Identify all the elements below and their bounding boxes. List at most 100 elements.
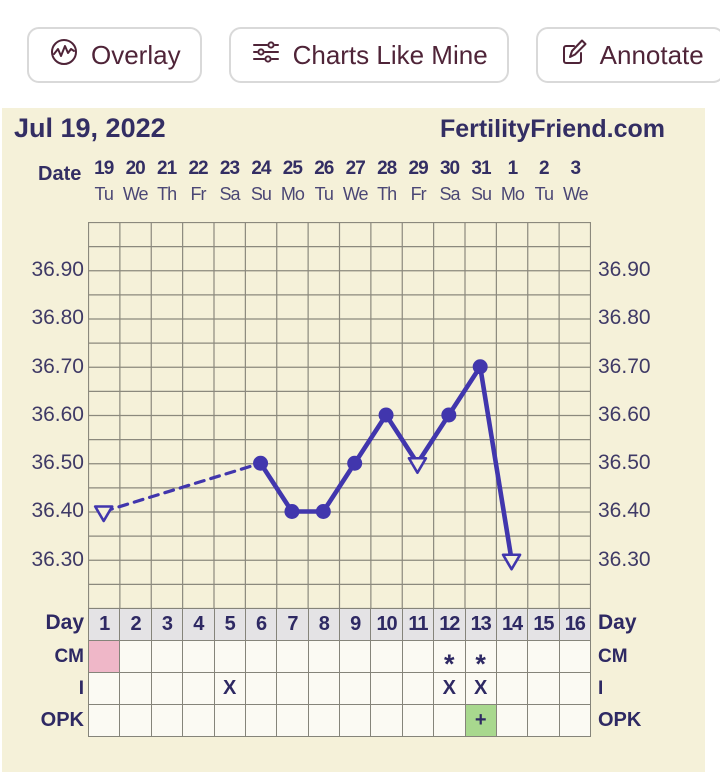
overlay-button-label: Overlay — [91, 39, 181, 70]
cm-cell — [151, 641, 184, 673]
intercourse-cell — [371, 673, 403, 705]
day-row-label-left: Day — [45, 611, 84, 634]
day-number-cell: 3 — [151, 609, 184, 641]
y-axis-label-left: 36.70 — [31, 355, 84, 378]
overlay-button[interactable]: Overlay — [27, 27, 202, 83]
day-number-cell: 6 — [245, 609, 278, 641]
intercourse-cell — [340, 673, 372, 705]
day-number-cell: 11 — [402, 609, 435, 641]
chart-panel: Jul 19, 2022 FertilityFriend.com Date 19… — [2, 108, 705, 772]
y-axis-label-right: 36.70 — [598, 355, 651, 378]
y-axis-label-left: 36.30 — [31, 548, 84, 571]
opk-cell — [402, 705, 435, 737]
cycle-start-date: Jul 19, 2022 — [14, 113, 166, 143]
cm-cell — [120, 641, 152, 673]
intercourse-cell — [183, 673, 215, 705]
toolbar: Overlay Charts Like Mine — [27, 27, 720, 83]
cm-cell — [496, 641, 529, 673]
intercourse-cell — [528, 673, 560, 705]
intercourse-cell — [496, 673, 529, 705]
day-number-cell: 5 — [214, 609, 246, 641]
intercourse-cell — [402, 673, 435, 705]
intercourse-cell — [151, 673, 184, 705]
brand-text: FertilityFriend.com — [439, 115, 665, 143]
date-cell: 25 Mo — [280, 158, 305, 204]
sliders-icon — [250, 36, 282, 75]
day-number-cell: 2 — [120, 609, 152, 641]
date-cell: 1 Mo — [500, 158, 525, 204]
intercourse-cell: X — [465, 673, 497, 705]
date-cell: 2 Tu — [534, 158, 554, 204]
y-axis-label-left: 36.40 — [31, 499, 84, 522]
day-number-cell: 12 — [434, 609, 466, 641]
opk-row-label-left: OPK — [40, 709, 84, 731]
day-number-cell: 8 — [308, 609, 340, 641]
opk-cell — [120, 705, 152, 737]
intercourse-cell — [245, 673, 278, 705]
cm-cell — [214, 641, 246, 673]
date-cell: 30 Sa — [439, 158, 461, 204]
day-number-cell: 1 — [89, 609, 121, 641]
annotate-button-label: Annotate — [599, 39, 704, 70]
opk-cell — [151, 705, 184, 737]
date-cell: 20 We — [122, 158, 149, 204]
day-number-cell: 10 — [371, 609, 403, 641]
cm-cell — [89, 641, 121, 673]
date-cell: 24 Su — [250, 158, 272, 204]
opk-cell: + — [465, 705, 497, 737]
date-axis: 19 Tu 20 We 21 Th 22 Fr 23 Sa 24 Su 25 Mo 26 Tu … — [88, 155, 591, 206]
charts-like-mine-button-label: Charts Like Mine — [292, 39, 488, 70]
cm-cell — [340, 641, 372, 673]
cm-cell — [245, 641, 278, 673]
day-number-cell: 4 — [183, 609, 215, 641]
y-axis-label-left: 36.90 — [31, 258, 84, 281]
cm-cell — [308, 641, 340, 673]
opk-cell — [496, 705, 529, 737]
opk-cell — [340, 705, 372, 737]
charts-like-mine-button[interactable]: Charts Like Mine — [228, 27, 509, 83]
y-axis-label-left: 36.60 — [31, 403, 84, 426]
date-cell: 23 Sa — [219, 158, 240, 204]
edit-pencil-icon — [557, 36, 589, 75]
cm-row-label-left: CM — [54, 646, 84, 667]
i-row-label-left: I — [78, 678, 84, 699]
date-axis-label: Date — [38, 163, 82, 185]
cm-cell — [277, 641, 309, 673]
y-axis-label-right: 36.50 — [598, 451, 651, 474]
day-number-cell: 7 — [277, 609, 309, 641]
date-cell: 31 Su — [470, 158, 492, 204]
cm-cell — [371, 641, 403, 673]
date-cell: 19 Tu — [94, 158, 114, 204]
i-row-label-right: I — [598, 678, 604, 699]
opk-cell — [371, 705, 403, 737]
opk-cell — [89, 705, 121, 737]
opk-cell — [245, 705, 278, 737]
opk-cell — [277, 705, 309, 737]
intercourse-cell: X — [214, 673, 246, 705]
y-axis-label-right: 36.60 — [598, 403, 651, 426]
y-axis-label-right: 36.40 — [598, 499, 651, 522]
date-cell: 28 Th — [377, 158, 397, 204]
date-cell: 29 Fr — [408, 158, 429, 204]
date-cell: 21 Th — [157, 158, 177, 204]
date-cell: 22 Fr — [188, 158, 208, 204]
cm-cell: * — [465, 641, 497, 673]
date-cell: 27 We — [342, 158, 369, 204]
y-axis-label-left: 36.50 — [31, 451, 84, 474]
bbt-temperature-chart — [88, 222, 591, 609]
opk-cell — [434, 705, 466, 737]
y-axis-label-right: 36.30 — [598, 548, 651, 571]
overlay-wave-icon — [48, 36, 80, 75]
day-number-cell: 9 — [340, 609, 372, 641]
intercourse-cell — [277, 673, 309, 705]
date-cell: 3 We — [562, 158, 589, 204]
cm-cell — [528, 641, 560, 673]
opk-row-label-right: OPK — [598, 709, 642, 731]
opk-cell — [528, 705, 560, 737]
day-row-label-right: Day — [598, 611, 637, 634]
cm-cell — [402, 641, 435, 673]
annotate-button[interactable]: Annotate — [535, 27, 720, 83]
cycle-data-table: 1 2 3 4 5 6 7 8 9 10 11 12 13 14 15 16 — [88, 608, 591, 737]
intercourse-cell — [308, 673, 340, 705]
